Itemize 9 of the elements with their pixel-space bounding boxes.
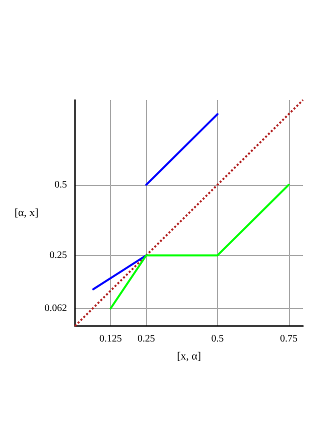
x-tick-label: 0.125: [99, 334, 122, 344]
x-axis-title: [x, α]: [176, 350, 202, 362]
x-tick-label: 0.25: [138, 334, 155, 344]
x-tick-label: 0.5: [211, 334, 224, 344]
y-tick-label: 0.5: [54, 179, 67, 190]
y-tick-label: 0.062: [44, 302, 67, 314]
y-tick-label: 0.25: [50, 250, 67, 261]
y-axis-title: [α, x]: [14, 207, 39, 219]
x-tick-label: 0.75: [280, 334, 298, 344]
